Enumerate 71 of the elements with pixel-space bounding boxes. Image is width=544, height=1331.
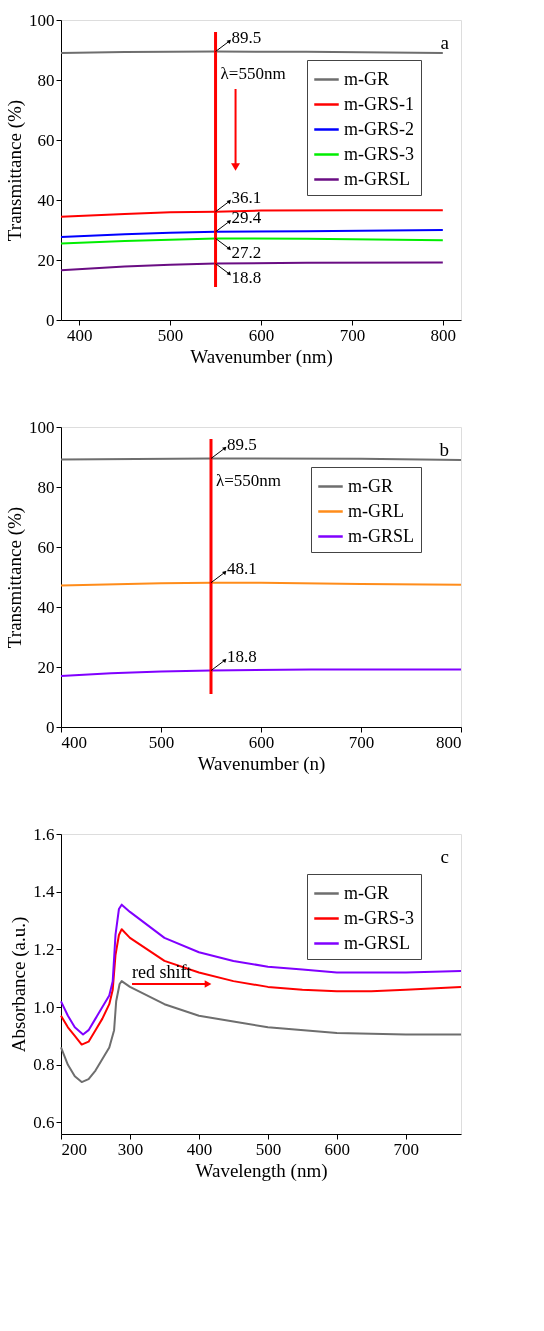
line-series	[60, 928, 462, 1046]
legend-label: m-GRSL	[344, 168, 411, 189]
y-tick-label: 0	[46, 717, 55, 737]
legend-label: m-GR	[344, 882, 389, 903]
y-tick-label: 40	[37, 597, 55, 617]
line-series	[60, 903, 462, 1036]
x-tick-label: 700	[393, 1139, 420, 1159]
x-tick-label: 600	[248, 732, 275, 752]
x-tick-label: 700	[348, 732, 375, 752]
annotation: red shift	[132, 962, 192, 982]
x-axis-title: Wavelength (nm)	[195, 1159, 328, 1182]
legend-label: m-GRSL	[348, 525, 415, 546]
y-tick-label: 1.6	[33, 824, 55, 844]
y-tick-label: 40	[37, 190, 55, 210]
y-tick-label: 1.0	[33, 997, 55, 1017]
x-axis-title: Wavenumber (nm)	[190, 345, 333, 368]
y-axis-title: Transmittance (%)	[4, 99, 26, 242]
legend-label: m-GR	[348, 475, 393, 496]
x-tick-label: 800	[436, 732, 462, 752]
y-tick-label: 0	[46, 310, 55, 330]
legend-label: m-GR	[344, 68, 389, 89]
x-tick-label: 700	[339, 325, 366, 345]
annotation: 89.5	[231, 28, 262, 47]
x-tick-label: 500	[148, 732, 175, 752]
x-tick-label: 300	[117, 1139, 144, 1159]
x-axis-title: Wavenumber (n)	[197, 752, 326, 775]
y-tick-label: 1.4	[33, 882, 55, 902]
legend-label: m-GRS-3	[344, 143, 415, 164]
y-tick-label: 0.8	[33, 1055, 55, 1075]
y-axis-title: Transmittance (%)	[4, 506, 26, 649]
annotation: a	[440, 32, 450, 53]
ref-line-label: λ=550nm	[220, 64, 286, 83]
y-tick-label: 60	[37, 537, 55, 557]
x-tick-label: 600	[248, 325, 275, 345]
y-tick-label: 100	[29, 10, 55, 30]
annotation: c	[440, 846, 449, 867]
annotation: 27.2	[231, 242, 262, 262]
ref-line-label: λ=550nm	[216, 471, 282, 490]
y-tick-label: 20	[37, 250, 55, 270]
annotation: 48.1	[227, 559, 257, 579]
y-tick-label: 80	[37, 477, 55, 497]
y-tick-label: 0.6	[33, 1112, 55, 1132]
legend-label: m-GRS-1	[344, 93, 415, 114]
x-tick-label: 800	[430, 325, 457, 345]
x-tick-label: 200	[61, 1139, 87, 1159]
x-tick-label: 400	[186, 1139, 213, 1159]
annotation: 18.8	[227, 647, 257, 667]
x-tick-label: 500	[157, 325, 184, 345]
annotation: 29.4	[231, 208, 262, 228]
line-series	[60, 229, 444, 238]
y-axis-title: Absorbance (a.u.)	[8, 916, 31, 1053]
x-tick-label: 400	[61, 732, 87, 752]
y-tick-label: 20	[37, 657, 55, 677]
legend-label: m-GRSL	[344, 932, 411, 953]
annotation: b	[439, 439, 449, 460]
line-series	[60, 668, 462, 677]
y-tick-label: 80	[37, 70, 55, 90]
x-tick-label: 600	[324, 1139, 351, 1159]
legend-label: m-GRS-3	[344, 907, 415, 928]
annotation: 18.8	[231, 268, 262, 288]
y-tick-label: 60	[37, 130, 55, 150]
legend-label: m-GRL	[348, 500, 404, 521]
y-tick-label: 100	[29, 417, 55, 437]
x-tick-label: 500	[255, 1139, 282, 1159]
annotation: 36.1	[231, 188, 262, 208]
annotation: 89.5	[227, 435, 257, 454]
line-series	[60, 980, 462, 1084]
legend-label: m-GRS-2	[344, 118, 415, 139]
x-tick-label: 400	[66, 325, 93, 345]
y-tick-label: 1.2	[33, 939, 55, 959]
line-series	[60, 261, 444, 272]
